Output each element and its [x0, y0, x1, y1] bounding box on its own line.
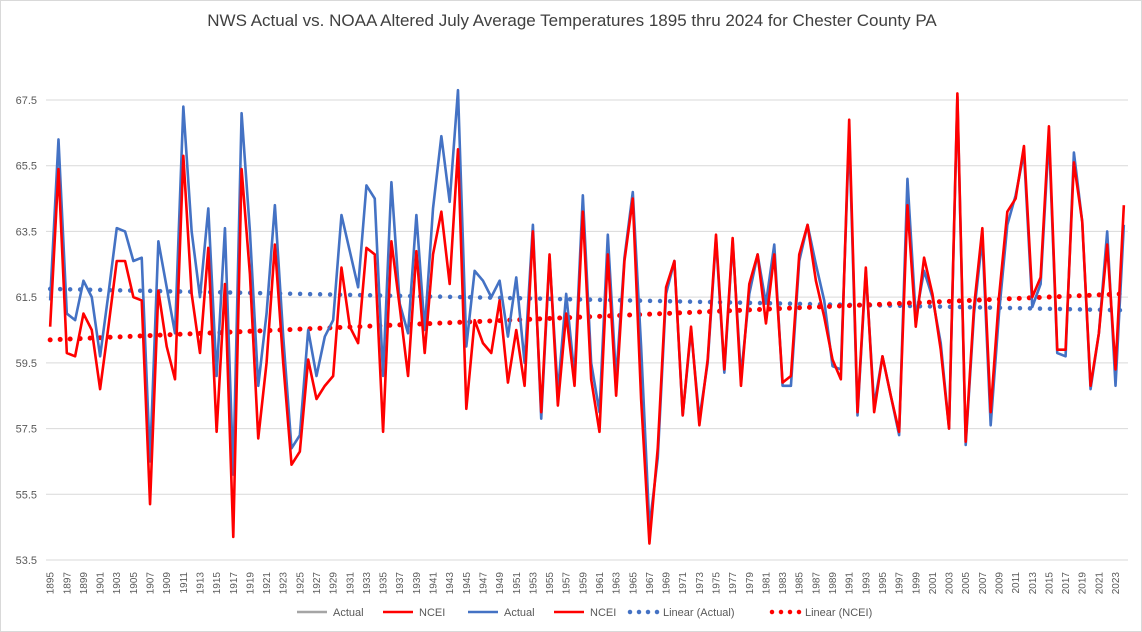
- x-tick-label: 1999: [911, 572, 922, 595]
- x-tick-label: 1953: [528, 572, 539, 595]
- x-tick-label: 1991: [845, 572, 856, 595]
- x-tick-label: 1949: [495, 572, 506, 595]
- x-tick-label: 1905: [129, 572, 140, 595]
- legend-label: NCEI: [419, 607, 445, 619]
- y-tick-label: 57.5: [16, 424, 37, 436]
- x-tick-label: 1939: [412, 572, 423, 595]
- x-tick-label: 1931: [345, 572, 356, 595]
- trendline-actual: [47, 286, 1127, 313]
- x-tick-label: 1961: [595, 572, 606, 595]
- x-tick-label: 1923: [279, 572, 290, 595]
- x-tick-label: 1971: [678, 572, 689, 595]
- x-tick-label: 1903: [112, 572, 123, 595]
- y-tick-label: 59.5: [16, 358, 37, 370]
- x-tick-label: 2015: [1044, 572, 1055, 595]
- x-tick-label: 2007: [978, 572, 989, 595]
- chart-title: NWS Actual vs. NOAA Altered July Average…: [207, 11, 937, 30]
- x-tick-label: 1921: [262, 572, 273, 595]
- x-tick-label: 1945: [462, 572, 473, 595]
- x-tick-label: 1993: [861, 572, 872, 595]
- x-tick-label: 2013: [1028, 572, 1039, 595]
- x-tick-label: 1919: [245, 572, 256, 595]
- gridlines: [46, 99, 1128, 561]
- x-tick-label: 1943: [445, 572, 456, 595]
- y-tick-label: 55.5: [16, 489, 37, 501]
- x-tick-label: 1927: [312, 572, 323, 595]
- legend-label: Actual: [504, 607, 535, 619]
- legend-label: Linear (Actual): [663, 607, 735, 619]
- x-tick-label: 1975: [712, 572, 723, 595]
- y-axis-ticks: 53.5 55.5 57.5 59.5 61.5 63.5 65.5 67.5: [16, 95, 37, 567]
- legend-label: Linear (NCEI): [805, 607, 872, 619]
- series-line-ncei: [48, 92, 1126, 545]
- x-axis-ticks: 1895 1897 1899 1901 1903 1905 1907 1909 1911 1913…: [46, 572, 1122, 595]
- x-tick-label: 2011: [1011, 572, 1022, 594]
- x-tick-label: 2001: [928, 572, 939, 595]
- x-tick-label: 1955: [545, 572, 556, 595]
- x-tick-label: 1951: [512, 572, 523, 595]
- x-tick-label: 1967: [645, 572, 656, 595]
- x-tick-label: 1979: [745, 572, 756, 595]
- x-tick-label: 1959: [578, 572, 589, 595]
- x-tick-label: 1987: [811, 572, 822, 595]
- x-tick-label: 2003: [945, 572, 956, 595]
- x-tick-label: 1969: [662, 572, 673, 595]
- x-tick-label: 1977: [728, 572, 739, 595]
- x-tick-label: 1947: [478, 572, 489, 595]
- x-tick-label: 2009: [994, 572, 1005, 595]
- y-tick-label: 61.5: [16, 292, 37, 304]
- x-tick-label: 1963: [612, 572, 623, 595]
- x-tick-label: 1915: [212, 572, 223, 595]
- x-tick-label: 1995: [878, 572, 889, 595]
- x-tick-label: 1997: [895, 572, 906, 595]
- x-tick-label: 1929: [329, 572, 340, 595]
- x-tick-label: 1897: [62, 572, 73, 595]
- x-tick-label: 1983: [778, 572, 789, 595]
- x-tick-label: 1895: [46, 572, 57, 595]
- x-tick-label: 1907: [146, 572, 157, 595]
- x-tick-label: 1973: [695, 572, 706, 595]
- x-tick-label: 1913: [195, 572, 206, 595]
- x-tick-label: 1937: [395, 572, 406, 595]
- x-tick-label: 1901: [96, 572, 107, 595]
- legend-label: Actual: [333, 607, 364, 619]
- series-lines: [48, 88, 1126, 545]
- legend-label: NCEI: [590, 607, 616, 619]
- x-tick-label: 2023: [1111, 572, 1122, 595]
- x-tick-label: 1965: [628, 572, 639, 595]
- x-tick-label: 1899: [79, 572, 90, 595]
- x-tick-label: 1917: [229, 572, 240, 595]
- y-tick-label: 53.5: [16, 555, 37, 567]
- x-tick-label: 1925: [295, 572, 306, 595]
- x-tick-label: 1981: [761, 572, 772, 595]
- x-tick-label: 2005: [961, 572, 972, 595]
- x-tick-label: 1935: [379, 572, 390, 595]
- x-tick-label: 1989: [828, 572, 839, 595]
- x-tick-label: 2017: [1061, 572, 1072, 595]
- x-tick-label: 1909: [162, 572, 173, 595]
- x-tick-label: 1941: [429, 572, 440, 595]
- y-tick-label: 65.5: [16, 161, 37, 173]
- legend: Actual NCEI Actual NCEI Linear (Actual) Linea…: [297, 607, 872, 619]
- x-tick-label: 2019: [1078, 572, 1089, 595]
- x-tick-label: 1933: [362, 572, 373, 595]
- y-tick-label: 67.5: [16, 95, 37, 107]
- x-tick-label: 1911: [179, 572, 190, 594]
- x-tick-label: 2021: [1094, 572, 1105, 595]
- y-tick-label: 63.5: [16, 226, 37, 238]
- x-tick-label: 1985: [795, 572, 806, 595]
- x-tick-label: 1957: [562, 572, 573, 595]
